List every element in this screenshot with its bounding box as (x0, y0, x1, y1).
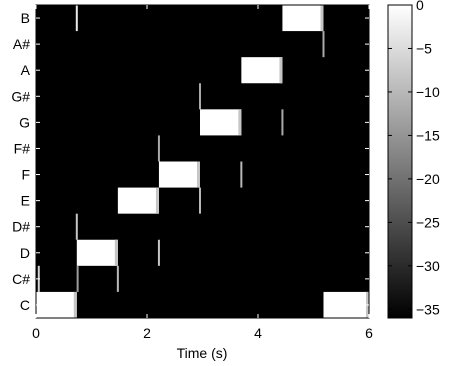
plot-frame (35, 4, 370, 319)
x-tick-label: 4 (254, 325, 262, 341)
y-tick-label: F (21, 167, 30, 183)
note-cell-edge (155, 187, 159, 214)
colorbar-tick-label: −10 (416, 84, 440, 100)
note-cell (36, 291, 77, 318)
transient-mark (199, 187, 202, 214)
x-tick-label: 0 (32, 325, 40, 341)
transient-mark (240, 161, 243, 188)
colorbar-tick-label: −30 (416, 258, 440, 274)
note-cell-edge (197, 161, 201, 188)
x-tick-label: 2 (143, 325, 151, 341)
x-tick-label: 6 (365, 325, 373, 341)
note-cell-edge (320, 5, 324, 32)
y-tick-label: C# (12, 271, 30, 287)
transient-mark (281, 109, 284, 136)
note-cell (76, 239, 118, 266)
colorbar-gradient (387, 4, 413, 319)
y-tick-label: E (21, 193, 30, 209)
colorbar-ticks: 0 −5 −10 −15 −20 −25 −30 −35 (388, 0, 440, 317)
note-cell-edge (73, 291, 77, 318)
note-cell (282, 5, 324, 32)
colorbar-tick-label: −25 (416, 214, 440, 230)
time-axis: 0 2 4 6 (32, 5, 373, 341)
colorbar-tick-label: −5 (416, 40, 432, 56)
transient-mark (157, 239, 160, 266)
y-tick-label: B (21, 10, 30, 26)
y-tick-label: D# (12, 219, 30, 235)
note-cell (241, 57, 283, 84)
transient-mark (116, 265, 119, 292)
y-tick-label: F# (14, 140, 31, 156)
plot-area (35, 4, 370, 319)
x-axis-label: Time (s) (177, 345, 228, 361)
transient-mark (76, 265, 79, 292)
y-tick-label: C (20, 297, 30, 313)
note-cell (158, 161, 201, 188)
colorbar: 0 −5 −10 −15 −20 −25 −30 −35 (387, 0, 440, 319)
heatmap-cells (36, 5, 369, 318)
transient-mark (75, 5, 78, 32)
y-tick-label: A# (13, 36, 30, 52)
colorbar-tick-label: −15 (416, 127, 440, 143)
y-tick-label: G# (11, 88, 30, 104)
transient-mark (75, 213, 78, 240)
transient-mark (157, 135, 160, 162)
note-cell-edge (114, 239, 118, 266)
note-cell (200, 109, 242, 136)
y-tick-label: D (20, 245, 30, 261)
note-cell (323, 291, 369, 318)
transient-mark (199, 83, 202, 110)
pitch-axis: C C# D D# EF F# G G# A A# B (11, 10, 369, 313)
y-tick-label: A (21, 62, 31, 78)
note-cell (117, 187, 159, 214)
colorbar-tick-label: −35 (416, 301, 440, 317)
plot-background (36, 5, 369, 318)
note-cell-edge (279, 57, 283, 84)
transient-mark (322, 31, 325, 58)
y-tick-label: G (19, 114, 30, 130)
colorbar-tick-label: −20 (416, 171, 440, 187)
colorbar-tick-label: 0 (416, 0, 424, 13)
note-cell-edge (238, 109, 242, 136)
